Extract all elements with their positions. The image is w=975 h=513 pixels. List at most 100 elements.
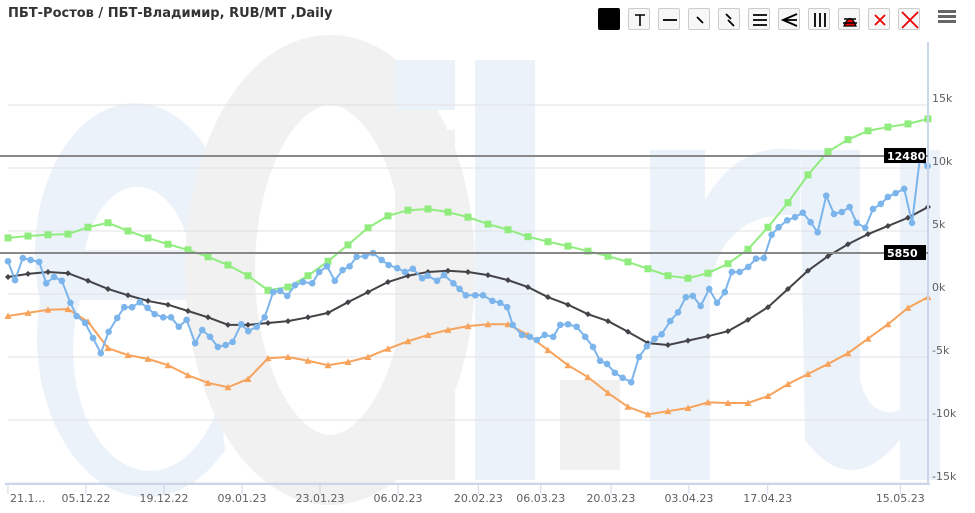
circle-marker [424, 272, 431, 280]
square-marker [284, 283, 292, 291]
reference-label: 5850 [887, 247, 918, 260]
square-marker [124, 227, 132, 235]
square-marker [444, 208, 452, 216]
square-marker [424, 205, 432, 213]
triangle-marker [784, 380, 792, 388]
square-marker [324, 257, 332, 265]
circle-marker [4, 257, 12, 265]
y-tick-label: 15k [932, 92, 953, 105]
diamond-marker [204, 314, 211, 321]
square-marker [144, 234, 152, 242]
circle-marker [73, 312, 80, 320]
circle-marker [728, 268, 736, 276]
x-tick-label: 21.1… [10, 492, 46, 505]
reference-label: 12480 [887, 150, 926, 163]
circle-marker [877, 200, 885, 208]
circle-marker [736, 268, 743, 276]
circle-marker [814, 228, 821, 236]
circle-marker [596, 357, 604, 365]
circle-marker [409, 265, 417, 273]
circle-marker [744, 263, 752, 271]
triangle-marker [244, 375, 252, 383]
triangle-marker [904, 304, 912, 311]
circle-marker [619, 374, 626, 382]
circle-marker [269, 288, 277, 296]
diamond-marker [664, 342, 671, 349]
square-marker [164, 240, 172, 248]
circle-marker [401, 268, 409, 276]
circle-marker [331, 277, 339, 285]
circle-marker [229, 338, 236, 346]
circle-marker [175, 323, 183, 331]
circle-marker [838, 208, 846, 216]
triangle-marker [384, 345, 392, 352]
diamond-marker [264, 319, 271, 326]
diamond-marker [24, 270, 31, 277]
horizontal-line-button[interactable] [658, 8, 680, 30]
triangle-marker [144, 355, 152, 362]
triangle-marker [104, 344, 112, 352]
triangle-marker [564, 361, 572, 369]
color-picker-button[interactable] [598, 8, 620, 30]
triangle-marker [64, 305, 72, 313]
vertical-lines-button[interactable] [808, 8, 830, 30]
circle-marker [339, 266, 346, 274]
circle-marker [908, 219, 916, 227]
horizontal-line-icon [663, 19, 677, 21]
circle-marker [884, 193, 892, 201]
ray-button[interactable] [688, 8, 710, 30]
fibonacci-button[interactable] [838, 8, 860, 30]
y-tick-label: -5k [932, 344, 950, 357]
circle-marker [768, 231, 775, 239]
horizontal-channel-button[interactable] [748, 8, 770, 30]
delete-all-button[interactable] [898, 8, 920, 30]
circle-marker [689, 292, 697, 300]
fan-icon [780, 13, 798, 27]
diamond-marker [584, 311, 591, 318]
delete-selected-button[interactable] [868, 8, 890, 30]
diamond-marker [124, 292, 131, 299]
triangle-marker [624, 403, 632, 410]
square-marker [824, 148, 832, 156]
circle-marker [869, 205, 877, 213]
fibonacci-icon [843, 17, 857, 27]
diamond-marker [504, 277, 511, 284]
circle-marker [151, 310, 158, 318]
square-marker [804, 171, 812, 179]
square-marker [544, 238, 552, 246]
x-tick-label: 20.03.23 [586, 492, 635, 505]
circle-marker [479, 291, 487, 299]
square-marker [764, 223, 772, 231]
triangle-marker [824, 360, 832, 367]
text-label-button[interactable] [628, 8, 650, 30]
x-tick-label: 15.05.23 [876, 492, 925, 505]
x-tick-label: 06.03.23 [516, 492, 565, 505]
circle-marker [42, 279, 50, 287]
circle-marker [541, 331, 548, 339]
circle-marker [775, 223, 782, 231]
diamond-marker [804, 267, 811, 274]
parallel-lines-button[interactable] [718, 8, 740, 30]
square-marker [484, 220, 492, 228]
hamburger-menu-icon[interactable] [938, 10, 956, 26]
diamond-marker [84, 277, 91, 284]
circle-marker [503, 303, 511, 311]
fan-button[interactable] [778, 8, 800, 30]
circle-marker [853, 219, 860, 227]
circle-marker [144, 304, 151, 312]
diamond-marker [784, 285, 791, 292]
triangle-marker [884, 320, 892, 328]
diamond-marker [384, 279, 391, 286]
square-marker [4, 234, 12, 242]
circle-marker [237, 320, 245, 328]
circle-marker [450, 279, 457, 287]
triangle-marker [164, 361, 172, 369]
x-tick-label: 17.04.23 [743, 492, 792, 505]
circle-marker [353, 253, 360, 261]
circle-marker [533, 336, 541, 344]
square-marker [244, 272, 252, 280]
series-average [5, 204, 931, 349]
diamond-marker [744, 316, 751, 323]
circle-marker [489, 297, 496, 305]
